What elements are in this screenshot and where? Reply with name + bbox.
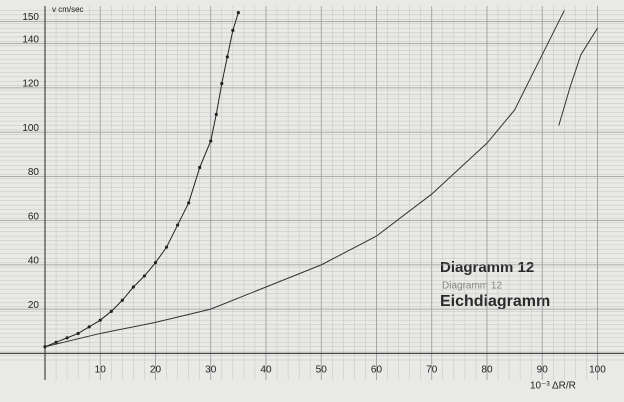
y-tick-label: 150 [22,12,39,23]
point [87,325,91,329]
point [164,245,169,249]
y-tick-label: 80 [28,167,40,178]
x-tick-label: 100 [589,365,606,376]
y-axis-label: v cm/sec [52,5,84,14]
curve [558,27,598,126]
x-tick-label: 20 [150,365,162,376]
point [214,112,218,117]
x-tick-label: 90 [537,365,549,376]
y-tick-label: 20 [28,300,40,311]
annotation: Diagramm 12 [442,281,502,292]
annotation: Eichdiagramm [440,293,550,310]
x-axis-label: 10⁻³ ΔR/R [530,381,576,392]
point [76,331,80,336]
x-tick-label: 40 [260,365,272,376]
point [187,201,191,205]
point [198,165,202,170]
y-tick-label: 120 [22,79,39,90]
point [65,336,69,340]
y-tick-label: 40 [28,256,40,267]
x-tick-label: 70 [426,365,438,376]
point [225,55,229,59]
point [120,298,124,302]
y-tick-label: 140 [22,34,39,45]
curve [44,10,565,348]
point [236,11,240,15]
x-tick-label: 30 [205,365,217,376]
point [220,81,224,86]
x-tick-label: 50 [316,365,328,376]
point [54,340,58,344]
point [98,318,102,322]
point [142,274,147,278]
point [231,28,235,32]
point [209,139,213,143]
point [175,223,180,227]
y-tick-label: 60 [28,211,40,222]
point [131,285,135,289]
point [153,261,158,265]
y-tick-label: 100 [22,123,39,134]
x-tick-label: 60 [371,365,383,376]
x-tick-label: 80 [481,365,493,376]
curve [44,12,239,348]
x-tick-label: 10 [95,365,107,376]
point [109,309,113,313]
